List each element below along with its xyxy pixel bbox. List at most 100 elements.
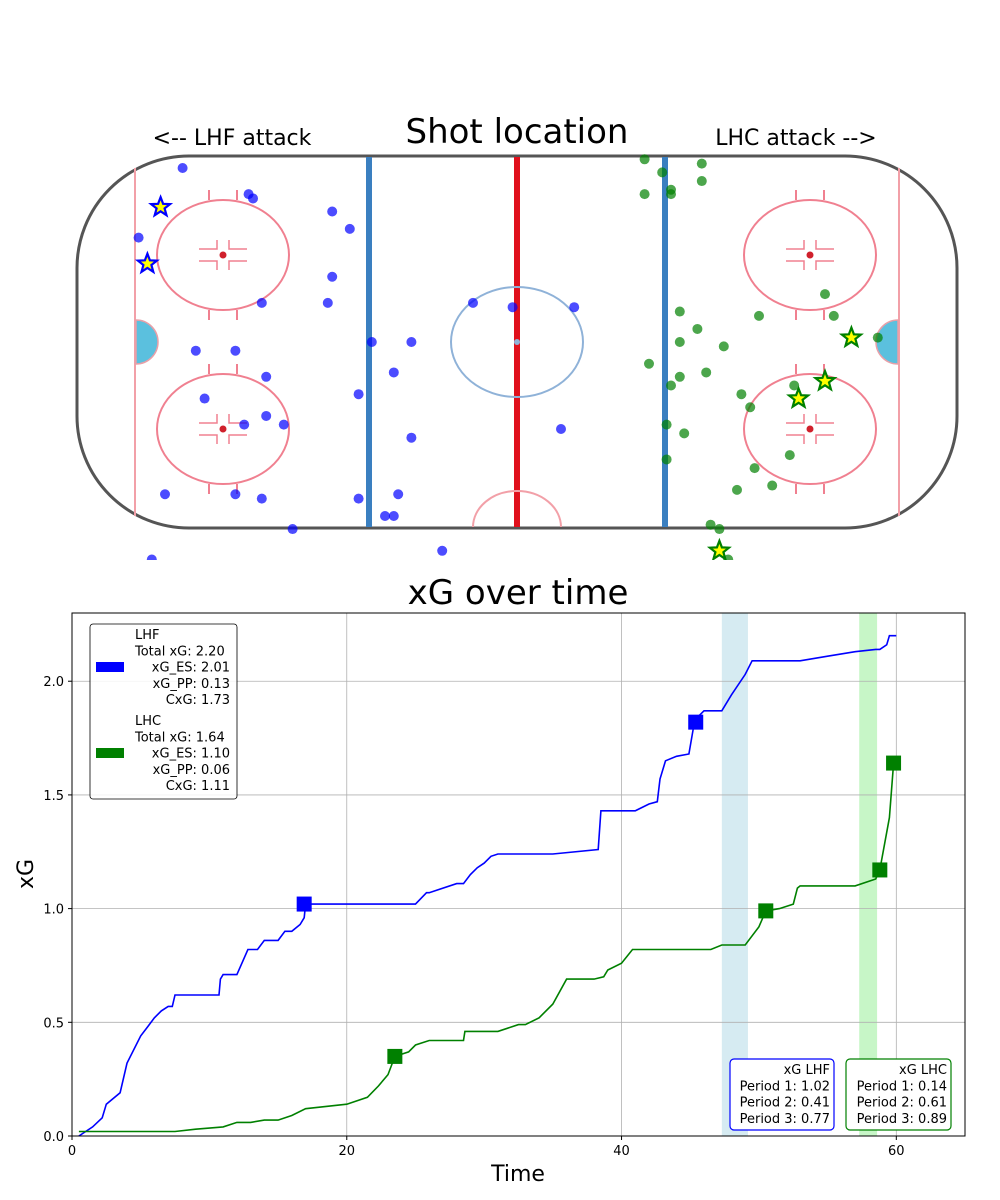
lhc-goal-star [786,385,812,410]
pp-bands [721,613,878,1136]
shot-marks [133,154,883,560]
right-goal-crease [875,319,899,365]
lhf-shot-point [437,545,448,556]
lhc-legend-line: xG_ES: 1.10 [152,747,230,762]
lhf-shot-point [322,297,333,308]
lhc-shot-point [639,189,650,200]
lhc-shot-point [666,184,676,195]
lhc-shot-point [639,154,650,165]
lhf-shot-point [353,389,364,400]
faceoff-circle-bottom-right [743,364,877,494]
plot-frame [71,612,966,1137]
lhc-legend-line: xG_PP: 0.06 [153,763,230,778]
lhc-period-box-line: xG LHC [899,1063,947,1078]
lhc-shot-point [701,367,712,378]
pp-band [859,613,878,1136]
lhf-period-marker [688,714,704,730]
lhf-shot-point [406,337,417,347]
lhc-shot-point [828,310,839,321]
lhf-shot-point [353,493,364,504]
left-goal-crease [135,319,159,365]
lhf-shot-point [327,206,338,217]
lhc-shot-point [767,480,778,491]
lhc-shot-point [714,524,725,535]
lhc-shot-point [872,332,883,343]
lhf-period-box-line: Period 3: 0.77 [740,1112,830,1127]
lhc-goal-star [706,537,732,560]
lhc-shot-point [718,341,729,352]
lhf-shot-point [366,337,377,347]
lhc-shot-point [696,176,707,187]
lhc-shot-point [732,484,742,495]
rink-title: Shot location [406,112,629,152]
lhc-shot-point [784,450,795,461]
lhc-goal-star [812,367,838,392]
lhc-period-marker [886,755,902,771]
pp-band [721,613,748,1136]
lhc-shot-point [674,371,685,382]
lhc-legend-line: Total xG: 1.64 [134,730,225,745]
lhf-goal-star [148,194,174,218]
lhf-legend-line: Total xG: 2.20 [134,644,225,659]
lhf-legend-line: xG_PP: 0.13 [153,677,230,692]
lhf-shot-point [278,419,289,430]
y-tick-label: 2.0 [43,675,64,690]
lhf-shot-point [199,393,210,404]
lhf-period-box [729,1058,835,1131]
lhf-shot-point [569,302,580,313]
lhc-shot-point [661,454,672,465]
lhc-shot-point [679,428,690,439]
lhf-period-box-line: Period 2: 0.41 [740,1096,830,1111]
lhf-shot-point [388,367,399,378]
lhf-shot-point [190,345,201,356]
lhf-shot-point [160,489,170,500]
lhf-shot-point [230,489,241,500]
axis-ticks: 0 20 40 60 0.0 0.5 1.0 1.5 2.0 [43,675,904,1159]
x-tick-label: 60 [888,1144,905,1159]
lhf-shot-point [177,163,188,173]
lhf-xg-line [78,634,897,1137]
lhf-shot-point [507,302,518,313]
center-dot [514,339,520,345]
lhc-shot-point [820,289,830,300]
lhc-shot-point [666,380,676,391]
xg-chart-title: xG over time [408,573,629,613]
center-circle [450,286,584,398]
lhf-legend-line: CxG: 1.73 [166,693,230,708]
lhc-shot-point [736,389,747,400]
lhc-legend-line: CxG: 1.11 [166,779,230,794]
legend-frame [89,623,238,800]
lhc-xg-line [78,763,895,1133]
lhc-shot-point [789,380,800,391]
lhc-period-marker [872,862,888,878]
lhf-legend-swatch [96,662,124,672]
lhc-period-marker [387,1048,403,1064]
lhf-shot-point [230,345,241,356]
lhf-shot-point [388,511,399,521]
lhf-period-box-line: Period 1: 1.02 [740,1079,830,1094]
lhf-shot-point [287,524,298,535]
lhf-shot-point [406,432,417,443]
lhf-shot-point [146,554,157,560]
series-lines [78,634,897,1137]
lhf-shot-point [256,297,267,308]
lhf-shot-point [327,271,338,282]
lhc-shot-point [696,158,707,169]
lhf-shot-point [344,223,355,234]
lhc-shot-point [745,402,756,413]
lhc-shot-point [692,323,703,334]
lhc-legend-swatch [96,748,124,758]
x-tick-label: 40 [613,1144,630,1159]
lhc-shot-point [657,167,668,178]
lhf-shot-point [468,297,478,308]
lhc-period-box [845,1058,952,1131]
lhf-attack-label: <-- LHF attack [153,126,312,151]
lhc-shot-point [674,306,685,317]
lhc-period-marker [758,903,774,919]
y-axis-label: xG [14,859,39,889]
lhf-period-marker [296,896,312,912]
lhf-legend-line: LHF [135,628,160,643]
lhc-shot-point [644,358,654,369]
lhc-shot-point [661,419,672,430]
